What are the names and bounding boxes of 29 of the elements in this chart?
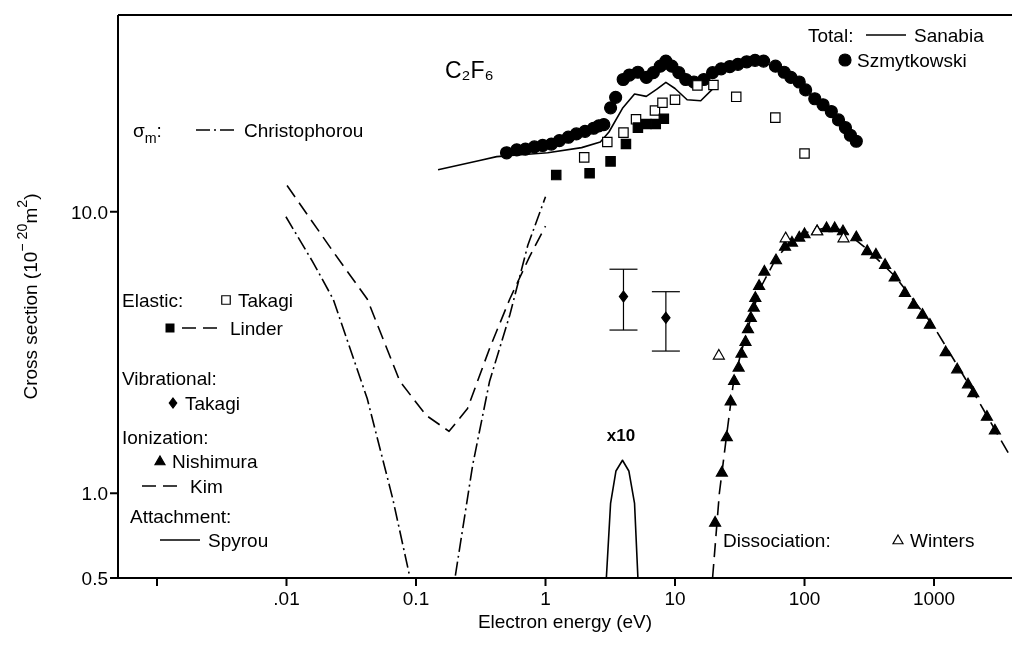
annotation: Dissociation: xyxy=(723,529,831,551)
annotation: σ$_{m}$: xyxy=(133,119,162,146)
y-tick-label: 0.5 xyxy=(81,567,108,589)
legend-label: Christophorou xyxy=(244,119,364,141)
legend-label: Sanabia xyxy=(914,24,985,46)
x-tick-label: 1 xyxy=(540,588,551,610)
x-tick-label: 1000 xyxy=(912,588,956,610)
y-tick-label: 1.0 xyxy=(81,483,108,505)
legend-label: Takagi xyxy=(238,289,293,311)
annotation: Total: xyxy=(808,24,854,46)
legend-label: Nishimura xyxy=(172,450,258,472)
legend-label: Kim xyxy=(190,475,223,497)
x-tick-label: 0.1 xyxy=(402,588,430,610)
legend-label: Szmytkowski xyxy=(857,49,967,71)
annotation: x10 xyxy=(606,425,636,445)
y-tick-label: 10.0 xyxy=(71,201,108,223)
annotation: Elastic: xyxy=(122,289,184,311)
annotation: Vibrational: xyxy=(122,367,217,389)
x-tick-label: 100 xyxy=(788,588,821,610)
legend-label: Winters xyxy=(910,529,975,551)
legend-label: Linder xyxy=(230,317,284,339)
legend-label: Spyrou xyxy=(208,529,269,551)
annotation: Attachment: xyxy=(130,505,232,527)
x-axis-title: Electron energy (eV) xyxy=(477,611,653,632)
x-tick-label: 10 xyxy=(664,588,686,610)
text: C₂F₆ xyxy=(445,57,494,83)
legend-label: Takagi xyxy=(185,392,240,414)
annotation: Ionization: xyxy=(122,426,209,448)
x-tick-label: .01 xyxy=(273,588,300,610)
